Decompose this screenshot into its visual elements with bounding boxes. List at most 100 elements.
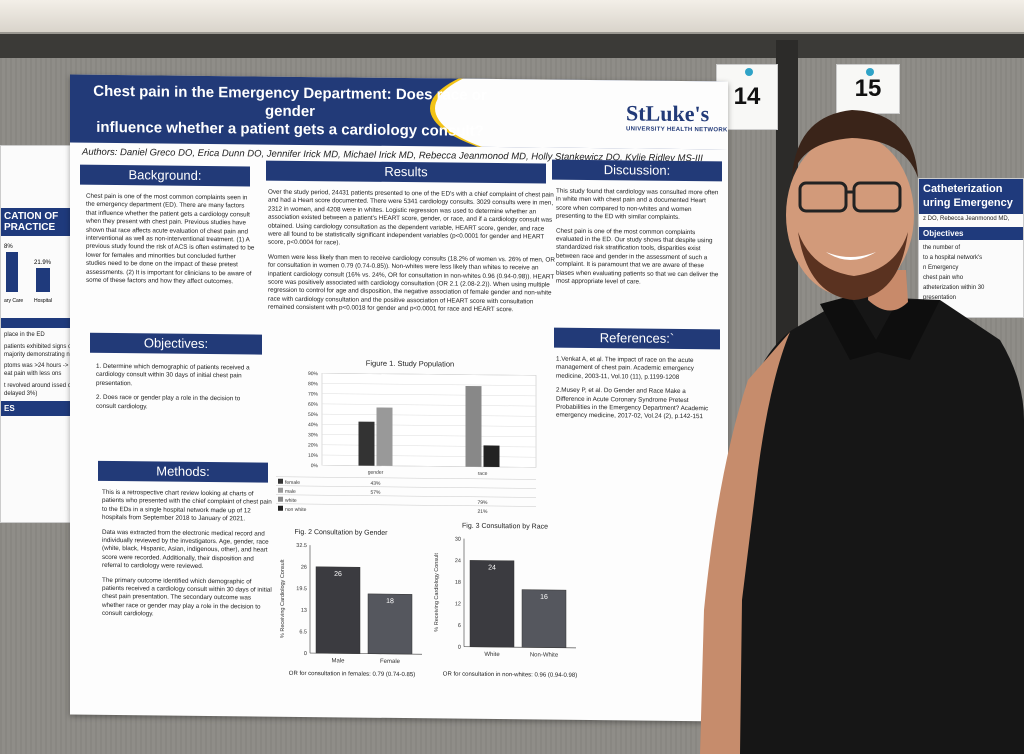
fig1-table-rule: [276, 494, 536, 498]
objective-1-text: Determine which demographic of patients …: [96, 362, 250, 388]
methods-paragraph: This is a retrospective chart review loo…: [102, 488, 272, 523]
fig3-category-label: White: [484, 652, 500, 658]
poster-title-line-2: influence whether a patient gets a cardi…: [96, 118, 484, 140]
fig1-y-tick: 60%: [308, 402, 319, 408]
fig2-bar: [315, 566, 361, 654]
fig1-table-value: 57%: [370, 490, 381, 496]
fig1-bar: [483, 445, 500, 468]
references-header: References:`: [554, 327, 720, 350]
objective-item: 1. Determine which demographic of patien…: [96, 362, 250, 388]
background-text: Chest pain is one of the most common com…: [86, 192, 255, 286]
fig1-gridline: [322, 393, 536, 397]
fig3-bar: [521, 589, 567, 649]
fig2-bar-value: 26: [334, 571, 342, 578]
neighbor-left-header: CATION OF PRACTICE: [1, 208, 81, 236]
presenter-hair: [792, 110, 918, 178]
neighbor-left-line: patients exhibited signs of majority dem…: [4, 343, 74, 358]
fig1-legend-label: male: [285, 489, 296, 495]
fig1-category-label: race: [478, 471, 488, 477]
fig1-bar: [358, 421, 375, 466]
push-pin: [745, 68, 753, 76]
glasses-icon: [798, 181, 848, 213]
neighbor-right-line: to a hospital network's: [923, 254, 983, 261]
presenter-beard: [798, 232, 908, 300]
presenter-photo: [700, 110, 1024, 754]
neighbor-left-axis-1: ary Care: [4, 298, 24, 304]
fig2-y-tick: 13: [301, 608, 307, 614]
fig1-table-value: 43%: [370, 481, 381, 487]
fig1-gridline: [322, 424, 536, 427]
fig1-gridline: [322, 444, 536, 448]
research-poster: Chest pain in the Emergency Department: …: [70, 74, 728, 722]
fig2-bar: [367, 593, 413, 655]
neighbor-left-band: [1, 318, 81, 328]
booth-number-14: 14: [733, 83, 761, 110]
figure-2-gender: 0 6.5 13 19.5 26 32.5 % Receiving Cardiology C…: [280, 543, 422, 665]
st-lukes-logo: StLuke's: [626, 100, 710, 127]
fig2-y-tick: 19.5: [296, 586, 307, 592]
fig1-plot-area: [321, 372, 537, 468]
fig3-y-tick: 6: [458, 623, 461, 629]
fig1-legend-swatch: [278, 487, 283, 493]
poster-title-line-1: Chest pain in the Emergency Department: …: [93, 82, 487, 121]
fig3-y-tick: 0: [458, 645, 461, 651]
neighbor-left-axis-2: Hospital: [34, 298, 53, 304]
neighbor-right-header: Catheterization uring Emergency: [919, 179, 1023, 214]
results-text: Over the study period, 24431 patients pr…: [268, 189, 558, 322]
fig3-note: OR for consultation in non-whites: 0.96 …: [442, 671, 578, 679]
references-text: 1.Venkat A, et al. The impact of race on…: [556, 356, 716, 429]
polo-collar: [820, 296, 940, 360]
neighbor-left-line: place in the ED: [4, 332, 45, 338]
objective-item: 2. Does race or gender play a role in th…: [96, 394, 241, 410]
fig1-gridline: [322, 403, 536, 407]
neighbor-left-line: ES: [1, 400, 81, 416]
neighbor-left-line: ptoms was >24 hours -> eat pain with les…: [4, 363, 69, 378]
fig3-bar-value: 24: [488, 565, 496, 572]
fig1-y-tick: 0%: [311, 463, 319, 469]
results-paragraph: Over the study period, 24431 patients pr…: [268, 188, 554, 247]
presenter-smile: [826, 252, 876, 260]
fig1-y-tick: 50%: [308, 412, 319, 418]
neighbor-right-line: n Emergency: [923, 264, 959, 271]
neighbor-right-objectives: Objectives: [919, 226, 1023, 240]
neighbor-left-bar: [6, 252, 18, 292]
push-pin: [866, 68, 874, 76]
presenter-face: [786, 133, 914, 297]
fig1-gridline: [322, 434, 536, 438]
neighbor-right-line: presentation: [923, 295, 957, 302]
fig1-gridline: [322, 413, 536, 417]
methods-text: This is a retrospective chart review loo…: [102, 489, 272, 626]
fig1-table-rule: [276, 503, 536, 507]
results-header: Results: [266, 160, 546, 184]
fig1-gridline: [322, 383, 536, 386]
results-paragraph: Women were less likely than men to recei…: [268, 253, 555, 314]
fig3-title: Fig. 3 Consultation by Race: [462, 522, 548, 531]
discussion-paragraph: This study found that cardiology was con…: [556, 187, 719, 222]
ceiling: [0, 0, 1024, 32]
fig2-y-tick: 0: [304, 651, 307, 657]
fig1-bar: [376, 407, 393, 466]
black-polo-shirt: [730, 296, 1024, 754]
reference-item: 1.Venkat A, et al. The impact of race on…: [556, 355, 694, 381]
objective-2-text: Does race or gender play a role in the d…: [96, 394, 241, 410]
neighbor-left-bar: [36, 268, 50, 292]
fig3-bar-value: 16: [540, 594, 548, 601]
background-header: Background:: [80, 164, 250, 187]
fig1-y-tick: 90%: [308, 371, 319, 377]
fig3-y-label: % Receiving Cardiology Consult: [434, 553, 440, 632]
fig3-y-tick: 30: [455, 537, 461, 543]
fig1-table-value: 79%: [477, 500, 488, 506]
fig2-title: Fig. 2 Consultation by Gender: [294, 528, 388, 537]
neighbor-left-line: t revolved around issed or delayed 3%): [4, 382, 74, 397]
figure-3-race: 0 6 12 18 24 30 % Receiving Cardiology Consult…: [434, 537, 576, 659]
objectives-list: 1. Determine which demographic of patien…: [96, 363, 260, 419]
neighbor-right-line: chest pain who: [923, 274, 964, 281]
fig1-gridline: [322, 464, 536, 468]
fig1-gridline: [322, 454, 536, 458]
display-rail: [0, 34, 1024, 58]
fig3-bar: [469, 560, 515, 648]
fig3-y-tick: 24: [455, 558, 461, 564]
fig3-y-tick: 18: [455, 580, 461, 586]
fig1-table-value: 21%: [477, 509, 488, 515]
